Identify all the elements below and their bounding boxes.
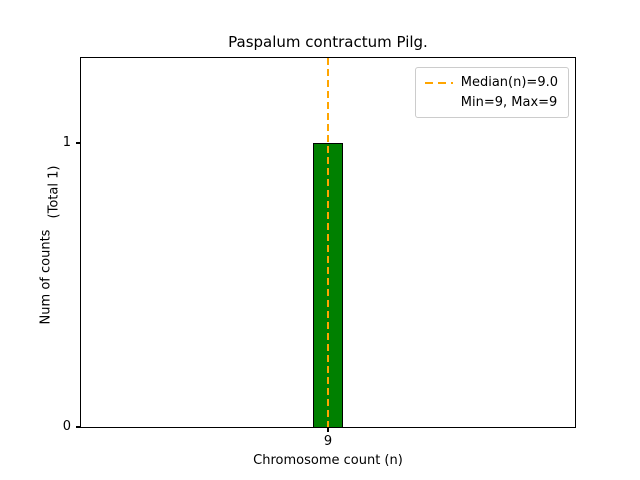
x-axis-label: Chromosome count (n): [253, 453, 403, 468]
y-tick-mark: [76, 142, 80, 145]
x-tick-label: 9: [323, 434, 333, 449]
y-axis-label: Num of counts: [38, 229, 54, 325]
y-tick-label: 1: [62, 135, 71, 151]
x-tick-mark: [327, 428, 329, 432]
dashed-line-icon: [424, 81, 453, 84]
median-line: [327, 58, 329, 427]
legend-label: Min=9, Max=9: [460, 95, 558, 110]
y-tick-label: 0: [62, 419, 71, 434]
plot-area: 1 0 9 Median(n)=9.0 Min=9, Max=9: [63, 57, 576, 449]
chart-title: Paspalum contractum Pilg.: [228, 33, 428, 51]
legend-label: Median(n)=9.0: [460, 75, 558, 90]
legend-entry-minmax: Min=9, Max=9: [425, 95, 558, 110]
y-axis-total-label: (Total 1): [46, 165, 62, 219]
legend: Median(n)=9.0 Min=9, Max=9: [414, 67, 569, 118]
y-tick-mark: [76, 426, 80, 428]
legend-blank-sample: [425, 102, 453, 104]
legend-entry-median: Median(n)=9.0: [424, 75, 558, 90]
